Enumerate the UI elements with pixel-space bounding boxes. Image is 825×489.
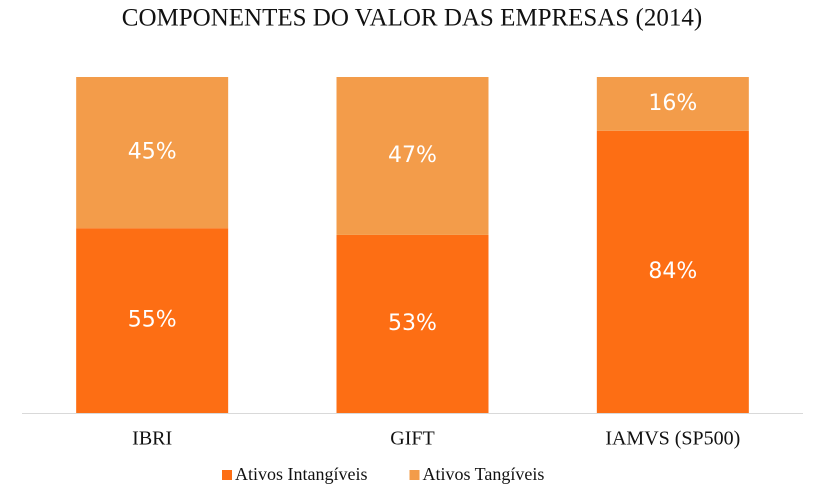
x-tick-label: GIFT — [390, 428, 434, 450]
legend-swatch — [409, 470, 420, 480]
legend-label: Ativos Tangíveis — [423, 464, 545, 484]
bar-segment — [76, 77, 229, 229]
bar-segment — [596, 130, 749, 413]
bar-segment — [336, 234, 489, 413]
data-label: 16% — [648, 91, 697, 116]
bar-segment — [596, 77, 749, 131]
legend-swatch — [222, 470, 232, 480]
x-tick-label: IAMVS (SP500) — [605, 428, 740, 450]
chart-title: COMPONENTES DO VALOR DAS EMPRESAS (2014) — [122, 5, 702, 32]
data-label: 45% — [128, 140, 177, 165]
data-label: 55% — [128, 308, 177, 333]
x-tick-label: IBRI — [132, 428, 172, 450]
data-label: 53% — [388, 311, 437, 336]
bar-segment — [76, 228, 229, 413]
bar-segment — [336, 77, 489, 235]
data-label: 84% — [648, 259, 697, 284]
data-label: 47% — [388, 143, 437, 168]
legend-label: Ativos Intangíveis — [235, 464, 368, 484]
